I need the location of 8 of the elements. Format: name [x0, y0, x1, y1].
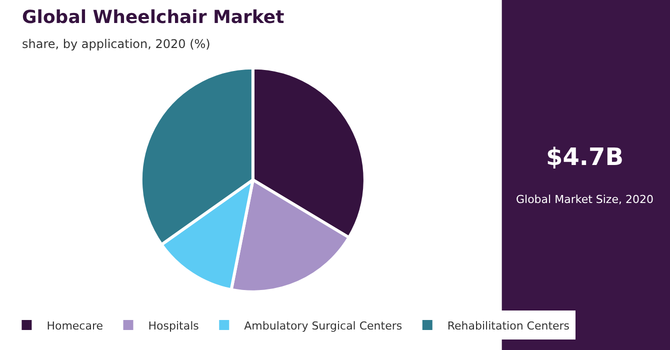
chart-title: Global Wheelchair Market	[22, 7, 285, 28]
chart-subtitle: share, by application, 2020 (%)	[22, 37, 210, 51]
text: Global Market Size, 2020	[516, 193, 654, 206]
legend-label: Ambulatory Surgical Centers	[244, 319, 402, 332]
legend-label: Homecare	[46, 319, 104, 332]
text: $4.7B	[546, 143, 624, 171]
legend-label: Rehabilitation Centers	[447, 319, 570, 332]
legend-label: Hospitals	[148, 319, 200, 332]
